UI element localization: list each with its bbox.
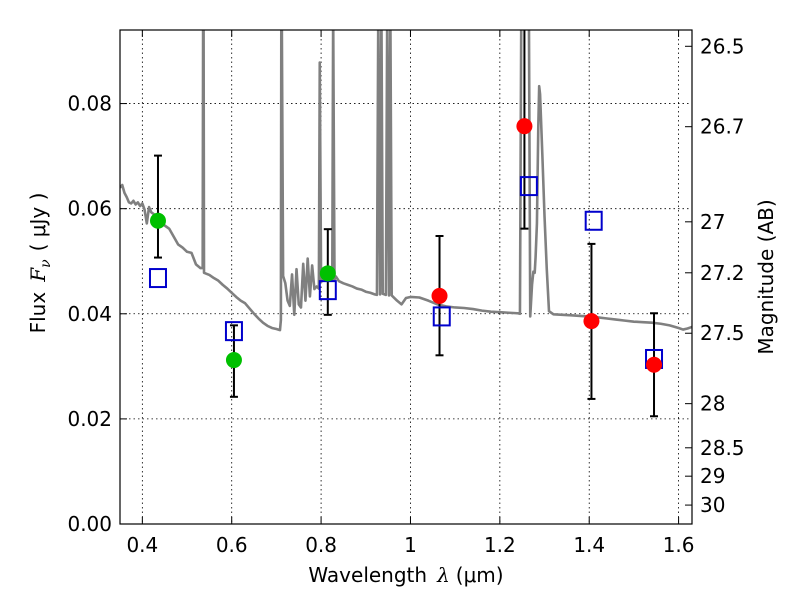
plot-frame xyxy=(119,29,693,525)
x-tick-label: 0.8 xyxy=(305,533,337,557)
y2-tick-label: 26.7 xyxy=(700,115,745,139)
y-axis-label-subscript: ν xyxy=(38,259,54,268)
x-axis-label: Wavelength λ (μm) xyxy=(308,563,503,587)
y2-tick-label: 28.5 xyxy=(700,436,745,460)
plot-background xyxy=(120,30,692,524)
observed-flux-point xyxy=(516,118,533,135)
y-tick-label: 0.02 xyxy=(67,407,112,431)
observed-flux-point xyxy=(583,313,600,330)
marker-layer xyxy=(148,118,664,373)
x-tick-label: 1.6 xyxy=(663,533,695,557)
y2-tick-label: 30 xyxy=(700,493,725,517)
x-axis-label-symbol: λ xyxy=(436,563,450,587)
x-tick-label: 1 xyxy=(404,533,417,557)
y2-tick-label: 27 xyxy=(700,210,725,234)
observed-flux-point xyxy=(225,352,242,369)
y-tick-label: 0.08 xyxy=(67,92,112,116)
model-flux-square xyxy=(148,268,167,289)
observed-flux-point xyxy=(646,356,663,373)
observed-flux-point xyxy=(431,287,448,304)
y-axis-label-symbol: F xyxy=(26,267,50,283)
y2-tick-label: 26.5 xyxy=(700,34,745,58)
x-axis-label-prefix: Wavelength xyxy=(308,563,427,587)
y2-tick-label: 28 xyxy=(700,392,725,416)
x-tick-label: 1.4 xyxy=(573,533,605,557)
y2-tick-label: 27.2 xyxy=(700,261,745,285)
y-tick-label: 0.04 xyxy=(67,302,112,326)
model-flux-square xyxy=(584,210,603,231)
model-flux-square xyxy=(224,321,243,342)
x-tick-label: 1.2 xyxy=(484,533,516,557)
y-tick-label: 0.00 xyxy=(67,512,112,536)
model-flux-square xyxy=(519,176,538,197)
y-axis-label-prefix: Flux xyxy=(26,292,50,334)
model-flux-square xyxy=(432,306,451,327)
observed-flux-point xyxy=(319,265,336,282)
y2-axis-label: Magnitude (AB) xyxy=(754,199,778,354)
y2-tick-label: 27.5 xyxy=(700,321,745,345)
x-tick-label: 0.4 xyxy=(126,533,158,557)
y-axis-label-unit: ( μJy ) xyxy=(26,193,50,252)
observed-flux-point xyxy=(149,212,166,229)
y2-tick-label: 29 xyxy=(700,464,725,488)
x-axis-label-unit: (μm) xyxy=(456,563,504,587)
y-tick-label: 0.06 xyxy=(67,197,112,221)
ticks: 0.4 0.6 0.8 1 1.2 1.4 1.6 0.00 0.02 0.04 0.06 0.08 2… xyxy=(67,30,745,557)
x-tick-label: 0.6 xyxy=(216,533,248,557)
y-axis-label: Flux Fν ( μJy ) xyxy=(26,193,54,334)
